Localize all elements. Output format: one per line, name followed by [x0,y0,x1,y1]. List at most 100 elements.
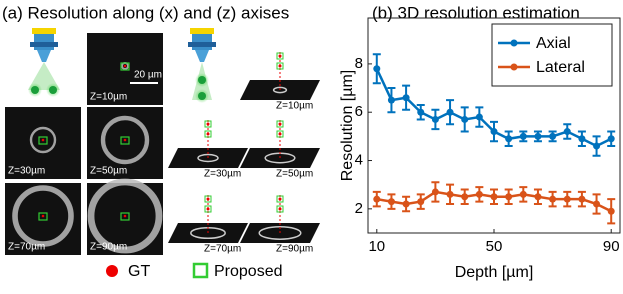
point [431,115,439,123]
scale-bar-label: 20 µm [134,70,162,81]
point [475,190,483,198]
point [475,113,483,121]
plane-label: Z=90µm [276,244,313,255]
point [607,135,615,143]
legend-label: Lateral [536,59,585,76]
point [417,108,425,116]
proposed-box [38,136,48,145]
legend-gt-marker [106,265,118,277]
y-tick-label: 2 [355,200,363,217]
x-tick-label: 10 [368,238,385,255]
gt-dot [206,122,210,126]
point [607,207,615,215]
x-tick-label: 50 [486,238,503,255]
panel-title: (a) Resolution along (x) and (z) axises [2,3,289,22]
point [373,65,381,73]
proposed-box [120,62,130,71]
gt-dot [278,54,282,58]
gt-dot [278,197,282,201]
legend-proposed-marker [192,262,209,279]
proposed-box [276,195,284,203]
point [431,188,439,196]
point [417,198,425,206]
point [578,135,586,143]
gt-dot [123,64,127,68]
microscope-icon [188,28,216,103]
gt-dot [278,122,282,126]
microscopy-image [5,107,81,179]
point [534,132,542,140]
proposed-box [38,212,48,221]
microscope-icon [28,28,60,97]
point [563,195,571,203]
legend-proposed: Proposed [214,263,283,280]
chart-title: (b) 3D resolution estimation [372,3,580,22]
ring [197,153,219,163]
plane-label: Z=50µm [276,169,313,180]
point [593,200,601,208]
legend-swatch-point [510,63,518,71]
plane-label: Z=70µm [204,244,241,255]
point [490,193,498,201]
proposed-box [204,120,212,128]
point [461,115,469,123]
ring [258,226,302,240]
gt-dot [41,138,45,142]
point [549,195,557,203]
proposed-box [276,130,284,138]
gt-dot [206,207,210,211]
proposed-box [276,120,284,128]
proposed-box [204,205,212,213]
point [446,108,454,116]
proposed-box [276,52,284,60]
proposed-box [276,62,284,70]
ring [272,86,288,94]
gt-dot [206,132,210,136]
y-tick-label: 8 [355,55,363,72]
proposed-box [204,130,212,138]
y-tick-label: 4 [355,151,363,168]
point [490,128,498,136]
plane-label: Z=30µm [204,169,241,180]
ring [29,126,57,154]
legend-swatch-point [510,39,518,47]
x-tick-label: 90 [603,238,620,255]
ring [12,185,74,247]
image-label: Z=90µm [90,242,127,253]
image-label: Z=50µm [90,166,127,177]
point [387,96,395,104]
legend-label: Axial [536,35,571,52]
gt-dot [206,197,210,201]
gt-dot [123,138,127,142]
image-label: Z=70µm [8,242,45,253]
point [505,135,513,143]
point [402,200,410,208]
gt-dot [123,214,127,218]
point [519,132,527,140]
proposed-box [120,136,130,145]
panel-b: (b) 3D resolution estimation 2 4 6 8 10 50 90 De… [339,3,621,281]
legend-box [491,23,613,87]
image-label: Z=30µm [8,166,45,177]
point [505,193,513,201]
point [593,142,601,150]
point [534,193,542,201]
image-label: Z=10µm [90,92,127,103]
point [387,198,395,206]
gt-dot [278,132,282,136]
x-axis-label: Depth [µm] [455,264,534,281]
ring [87,178,163,254]
plane-label: Z=10µm [276,101,313,112]
ring [100,115,150,165]
point [446,190,454,198]
point [519,190,527,198]
point [563,128,571,136]
proposed-box [204,195,212,203]
point [373,195,381,203]
proposed-box [276,205,284,213]
point [549,132,557,140]
gt-dot [41,214,45,218]
proposed-box [120,212,130,221]
y-axis-label: Resolution [µm] [339,70,356,181]
